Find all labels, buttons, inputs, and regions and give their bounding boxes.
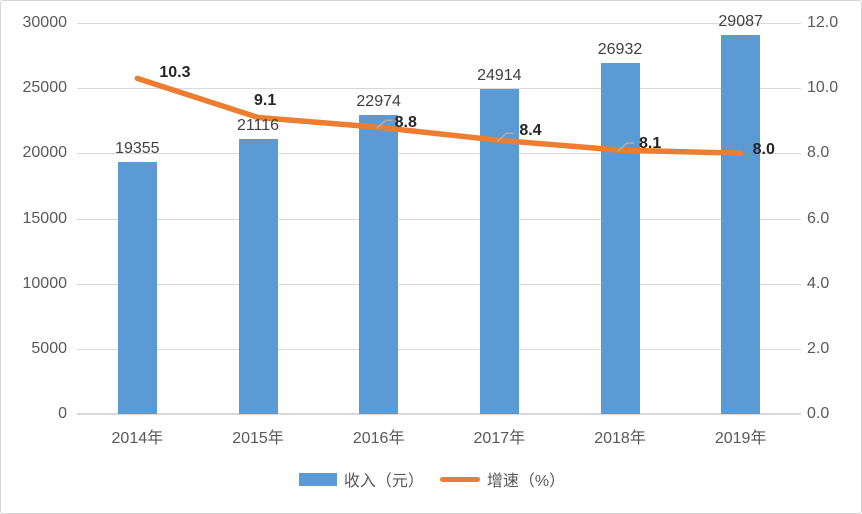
y-axis-tick-right: 6.0 (807, 209, 830, 227)
line-point-label: 8.4 (519, 122, 542, 140)
x-axis-line (77, 413, 801, 415)
y-axis-tick-right: 0.0 (807, 405, 830, 422)
gridline (77, 283, 801, 285)
bar-value-label: 24914 (477, 67, 522, 85)
bar-value-label: 22974 (356, 92, 401, 110)
y-axis-tick-left: 25000 (22, 79, 68, 97)
legend-swatch-bar-icon (298, 472, 337, 486)
y-axis-tick-left: 0 (58, 405, 67, 422)
line-point-label: 8.0 (752, 141, 775, 159)
bar-value-label: 19355 (115, 139, 160, 157)
y-axis-tick-right: 8.0 (807, 144, 830, 162)
line-point-label: 9.1 (254, 92, 277, 110)
legend-label: 收入（元） (343, 473, 424, 490)
legend-swatch-line-icon (439, 476, 480, 482)
bar-value-label: 29087 (718, 12, 763, 30)
gridline (77, 348, 801, 350)
gridline (77, 88, 801, 90)
x-axis-label: 2018年 (594, 430, 646, 447)
y-axis-tick-right: 10.0 (807, 79, 839, 97)
y-axis-tick-right: 12.0 (807, 14, 839, 31)
x-axis-label: 2017年 (473, 430, 526, 447)
y-axis-tick-right: 2.0 (807, 339, 830, 357)
y-axis-tick-left: 10000 (22, 274, 68, 292)
x-axis-label: 2014年 (111, 430, 164, 447)
bar-value-label: 26932 (597, 40, 643, 58)
y-axis-tick-left: 20000 (22, 144, 68, 162)
legend: 收入（元） 增速（%） (1, 467, 861, 491)
gridline (77, 23, 801, 24)
y-axis-tick-left: 30000 (22, 14, 68, 31)
y-axis-tick-left: 5000 (31, 339, 67, 357)
gridline (77, 153, 801, 155)
line-point-label: 8.1 (639, 135, 662, 153)
x-axis-label: 2015年 (232, 430, 284, 447)
x-axis-label: 2019年 (714, 430, 767, 447)
bar (117, 161, 157, 414)
bar (600, 62, 640, 414)
bar (238, 138, 278, 414)
bar (721, 34, 761, 414)
line-point-label: 8.8 (394, 114, 417, 132)
bar (359, 114, 399, 414)
x-axis-label: 2016年 (352, 430, 405, 447)
legend-item-income: 收入（元） (298, 467, 424, 491)
bar (479, 89, 519, 414)
legend-label: 增速（%） (486, 473, 566, 490)
y-axis-tick-right: 4.0 (807, 274, 830, 292)
legend-item-growth: 增速（%） (439, 467, 566, 491)
gridline (77, 218, 801, 220)
bar-value-label: 21116 (236, 116, 280, 134)
y-axis-tick-left: 15000 (22, 209, 68, 227)
line-point-label: 10.3 (159, 64, 191, 82)
